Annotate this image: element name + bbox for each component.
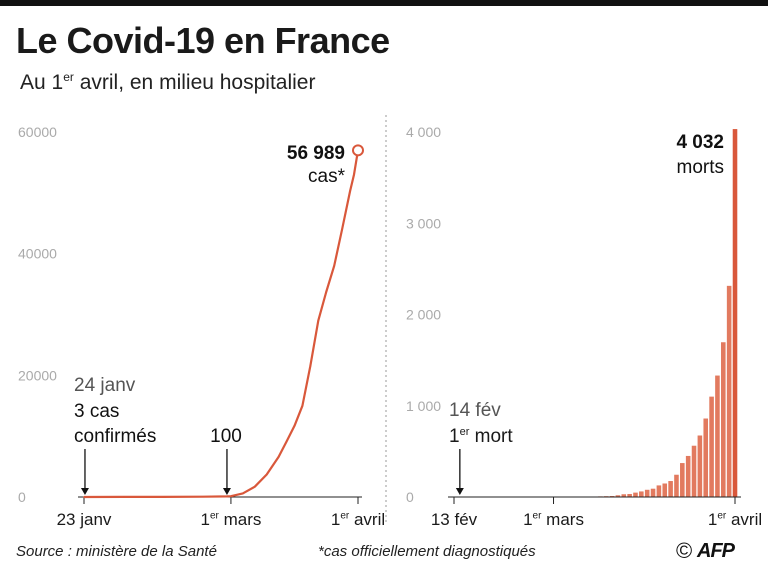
cases-chart: 0 20000 40000 60000 23 janv 1er mars 1er avril… [18,124,385,529]
cases-point [325,291,328,293]
cases-100-label: 100 [210,426,242,447]
subtitle-sup: er [63,70,74,84]
cases-ytick-label: 0 [18,489,26,505]
copyright-symbol: © [676,538,693,563]
deaths-bar [650,488,656,497]
cases-point [226,495,228,498]
deaths-chart: 0 1 000 2 000 3 000 4 000 13 fév 1er mars 1er a… [406,124,762,529]
deaths-end-unit: morts [677,157,725,178]
cases-point [309,365,312,368]
deaths-first-label: 1er mort [449,426,513,447]
deaths-ytick-label: 0 [406,489,414,505]
cases-point [83,496,85,498]
deaths-bar [627,493,632,497]
cases-ytick-label: 20000 [18,367,57,383]
cases-point [242,492,244,495]
deaths-ytick-label: 1 000 [406,398,441,414]
cases-point [353,173,355,176]
deaths-bar [662,483,668,497]
cases-point [301,404,304,407]
cases-point [122,496,125,498]
cases-point [285,440,288,443]
afp-logo: AFP [697,540,735,562]
deaths-ytick-label: 3 000 [406,215,441,231]
deaths-xtick-label: 13 fév [431,510,478,529]
deaths-first-arrow-head [455,488,464,495]
deaths-ytick-label: 2 000 [406,307,441,323]
deaths-ytick-label: 4 000 [406,124,441,140]
deaths-bar [721,342,726,497]
cases-point [349,190,351,192]
deaths-bar [680,463,685,497]
deaths-bar [732,129,738,497]
deaths-bar [715,375,720,497]
cases-point [202,495,204,498]
cases-start-arrow [80,449,89,495]
deaths-first-arrow [455,449,464,495]
deaths-bar [644,489,650,497]
deaths-bar [615,495,621,497]
deaths-bar [621,494,627,497]
deaths-first-date: 14 fév [449,400,501,421]
deaths-xtick-label: 1er mars [523,510,584,529]
footnote: *cas officiellement diagnostiqués [318,543,536,560]
deaths-bar [639,491,644,497]
cases-end-unit: cas* [308,166,346,187]
cases-point [162,496,165,498]
cases-xtick-label: 23 janv [57,510,112,529]
deaths-bar [691,445,697,497]
deaths-bar [709,396,714,498]
top-rule [0,0,768,6]
subtitle-prefix: Au 1 [20,71,64,94]
deaths-bar [726,285,732,497]
deaths-end-value: 4 032 [676,132,724,153]
cases-point [333,265,335,267]
cases-point [341,228,343,231]
cases-xtick-label: 1er mars [200,510,261,529]
cases-point [253,485,256,488]
cases-point [317,319,320,322]
deaths-bar [703,418,709,497]
cases-start-arrow-head [80,488,89,495]
subtitle-rest: avril, en milieu hospitalier [73,71,316,94]
cases-start-date: 24 janv [74,375,136,396]
deaths-bar [633,492,638,497]
cases-start-line1: 3 cas [74,401,119,422]
cases-end-value: 56 989 [287,143,345,164]
deaths-bar [656,485,662,497]
cases-point [230,495,232,498]
cases-xtick-label: 1er avril [331,510,385,529]
cases-100-arrow-head [222,488,231,495]
page-title: Le Covid-19 en France [16,20,390,61]
deaths-bar [697,435,703,497]
cases-ytick-label: 60000 [18,124,57,140]
deaths-bar [674,474,679,497]
deaths-xtick-label: 1er avril [708,510,762,529]
cases-end-marker [352,144,364,157]
cases-point [277,456,280,458]
cases-ytick-label: 40000 [18,246,57,262]
cases-start-line2: confirmés [74,426,156,447]
cases-100-arrow [222,449,231,495]
deaths-bar [668,481,673,497]
source-note: Source : ministère de la Santé [16,543,217,560]
cases-point [265,473,268,476]
subtitle: Au 1er avril, en milieu hospitalier [20,70,315,95]
cases-point [293,425,296,427]
deaths-bar [685,455,691,497]
